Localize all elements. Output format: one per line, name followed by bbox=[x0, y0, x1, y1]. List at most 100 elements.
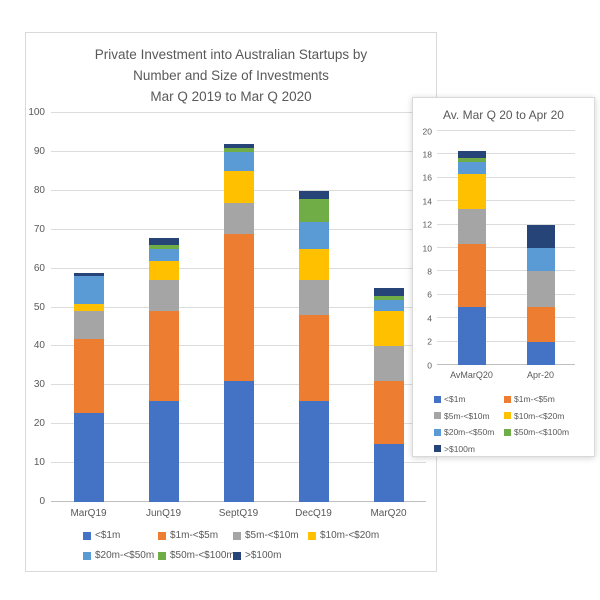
inset-chart-title: Av. Mar Q 20 to Apr 20 bbox=[443, 108, 564, 122]
y-tick-label-20: 20 bbox=[422, 125, 432, 136]
legend-swatch-icon bbox=[233, 532, 241, 540]
stacked-bar-MarQ20 bbox=[373, 113, 404, 502]
gridline-12 bbox=[437, 223, 575, 225]
main-chart-legend: <$1m $1m-<$5m $5m-<$10m $10m-<$20m $20m-<$50… bbox=[83, 531, 383, 571]
legend-label: >$100m bbox=[444, 443, 475, 454]
stacked-bar-AvMarQ20 bbox=[457, 131, 486, 365]
y-tick-label-18: 18 bbox=[422, 149, 432, 160]
bar-segment-$20m-<$50m bbox=[526, 248, 555, 272]
legend-swatch-icon bbox=[434, 395, 441, 403]
x-axis-line bbox=[437, 364, 575, 365]
legend-row-4: >$100m bbox=[434, 443, 574, 454]
legend-swatch-icon bbox=[504, 395, 511, 403]
bar-segment-$10m-<$20m bbox=[73, 303, 104, 312]
legend-label: $1m-<$5m bbox=[514, 394, 555, 404]
y-tick-label-2: 2 bbox=[427, 336, 432, 347]
bar-segment-$1m-<$5m bbox=[148, 311, 179, 401]
legend-label: $10m-<$20m bbox=[514, 410, 565, 421]
stacked-bar-MarQ19 bbox=[73, 113, 104, 502]
legend-item-$50m-<$100m: $50m-<$100m bbox=[504, 428, 574, 437]
stacked-bar-Apr-20 bbox=[526, 131, 555, 365]
legend-swatch-icon bbox=[434, 428, 441, 436]
stacked-bar-SeptQ19 bbox=[223, 113, 254, 502]
y-tick-label-30: 30 bbox=[33, 379, 45, 391]
y-tick-label-10: 10 bbox=[33, 457, 45, 469]
y-tick-label-6: 6 bbox=[427, 289, 432, 300]
gridline-4 bbox=[437, 317, 575, 319]
bar-segment->$100m bbox=[457, 150, 486, 159]
bar-segment-<$1m bbox=[373, 443, 404, 502]
gridline-2 bbox=[437, 340, 575, 342]
legend-item-$1m-<$5m: $1m-<$5m bbox=[504, 395, 574, 404]
legend-item-$1m-<$5m: $1m-<$5m bbox=[158, 531, 233, 541]
stacked-bar-DecQ19 bbox=[298, 113, 329, 502]
legend-swatch-icon bbox=[83, 532, 91, 540]
bar-segment-$1m-<$5m bbox=[526, 306, 555, 342]
legend-item-$10m-<$20m: $10m-<$20m bbox=[308, 531, 383, 541]
x-tick-label-MarQ20: MarQ20 bbox=[370, 508, 407, 519]
bar-segment-$50m-<$100m bbox=[298, 198, 329, 222]
main-chart-panel: Private Investment into Australian Start… bbox=[25, 32, 437, 572]
legend-item->$100m: >$100m bbox=[434, 443, 504, 454]
bar-segment-$10m-<$20m bbox=[373, 311, 404, 347]
category-slot-MarQ20: MarQ20 bbox=[351, 113, 426, 519]
legend-label: $20m-<$50m bbox=[444, 427, 495, 437]
bar-segment-$1m-<$5m bbox=[373, 381, 404, 444]
y-tick-label-100: 100 bbox=[28, 107, 45, 118]
legend-label: $1m-<$5m bbox=[170, 530, 219, 541]
legend-label: $50m-<$100m bbox=[514, 427, 570, 437]
bar-segment-$10m-<$20m bbox=[457, 173, 486, 210]
legend-label: $5m-<$10m bbox=[245, 530, 299, 541]
bar-segment-$5m-<$10m bbox=[373, 346, 404, 382]
bar-segment-$10m-<$20m bbox=[298, 249, 329, 281]
y-tick-label-16: 16 bbox=[422, 172, 432, 183]
bar-segment-$10m-<$20m bbox=[148, 260, 179, 281]
legend-swatch-icon bbox=[308, 532, 316, 540]
legend-swatch-icon bbox=[434, 412, 441, 420]
x-tick-label-Apr-20: Apr-20 bbox=[526, 370, 554, 380]
bar-segment-$5m-<$10m bbox=[148, 280, 179, 312]
gridline-10 bbox=[437, 247, 575, 248]
bar-segment-$5m-<$10m bbox=[298, 280, 329, 316]
y-tick-label-14: 14 bbox=[422, 195, 432, 206]
bar-segment->$100m bbox=[373, 288, 404, 296]
bar-segment-<$1m bbox=[457, 306, 486, 365]
x-tick-label-SeptQ19: SeptQ19 bbox=[218, 508, 259, 519]
category-slot-JunQ19: JunQ19 bbox=[126, 113, 201, 519]
y-tick-label-20: 20 bbox=[33, 418, 45, 430]
category-slot-AvMarQ20: AvMarQ20 bbox=[437, 131, 506, 380]
inset-chart-panel: Av. Mar Q 20 to Apr 20 0 2 4 6 8 10 12 14 16 18 20… bbox=[412, 97, 595, 457]
bar-segment-<$1m bbox=[148, 400, 179, 502]
bar-segment-<$1m bbox=[73, 412, 104, 502]
legend-label: $5m-<$10m bbox=[444, 410, 490, 421]
gridline-18 bbox=[437, 153, 575, 155]
y-tick-label-0: 0 bbox=[39, 496, 45, 507]
bar-segment-<$1m bbox=[298, 400, 329, 502]
legend-swatch-icon bbox=[233, 552, 241, 560]
y-tick-label-50: 50 bbox=[33, 301, 45, 313]
legend-item-$20m-<$50m: $20m-<$50m bbox=[434, 428, 504, 437]
y-tick-label-60: 60 bbox=[33, 262, 45, 274]
y-tick-label-90: 90 bbox=[33, 145, 45, 157]
bar-segment->$100m bbox=[223, 144, 254, 149]
bar-segment-$50m-<$100m bbox=[457, 158, 486, 163]
stacked-bar-JunQ19 bbox=[148, 113, 179, 502]
y-tick-label-12: 12 bbox=[422, 219, 432, 230]
legend-item-$5m-<$10m: $5m-<$10m bbox=[434, 410, 504, 421]
legend-swatch-icon bbox=[504, 428, 511, 436]
bar-segment-$1m-<$5m bbox=[223, 233, 254, 382]
legend-label: >$100m bbox=[245, 550, 282, 561]
legend-label: <$1m bbox=[444, 394, 466, 404]
bar-segment-$20m-<$50m bbox=[457, 162, 486, 174]
gridline-100 bbox=[51, 112, 426, 113]
bar-segment-$5m-<$10m bbox=[73, 311, 104, 339]
bar-segment->$100m bbox=[298, 190, 329, 199]
y-tick-label-4: 4 bbox=[427, 312, 432, 323]
y-tick-label-10: 10 bbox=[422, 242, 432, 253]
y-tick-label-0: 0 bbox=[427, 359, 432, 370]
gridline-16 bbox=[437, 176, 575, 178]
bar-segment-$5m-<$10m bbox=[457, 209, 486, 245]
legend-label: $50m-<$100m bbox=[170, 550, 235, 561]
legend-label: <$1m bbox=[95, 530, 121, 541]
bar-segment-$20m-<$50m bbox=[223, 151, 254, 172]
